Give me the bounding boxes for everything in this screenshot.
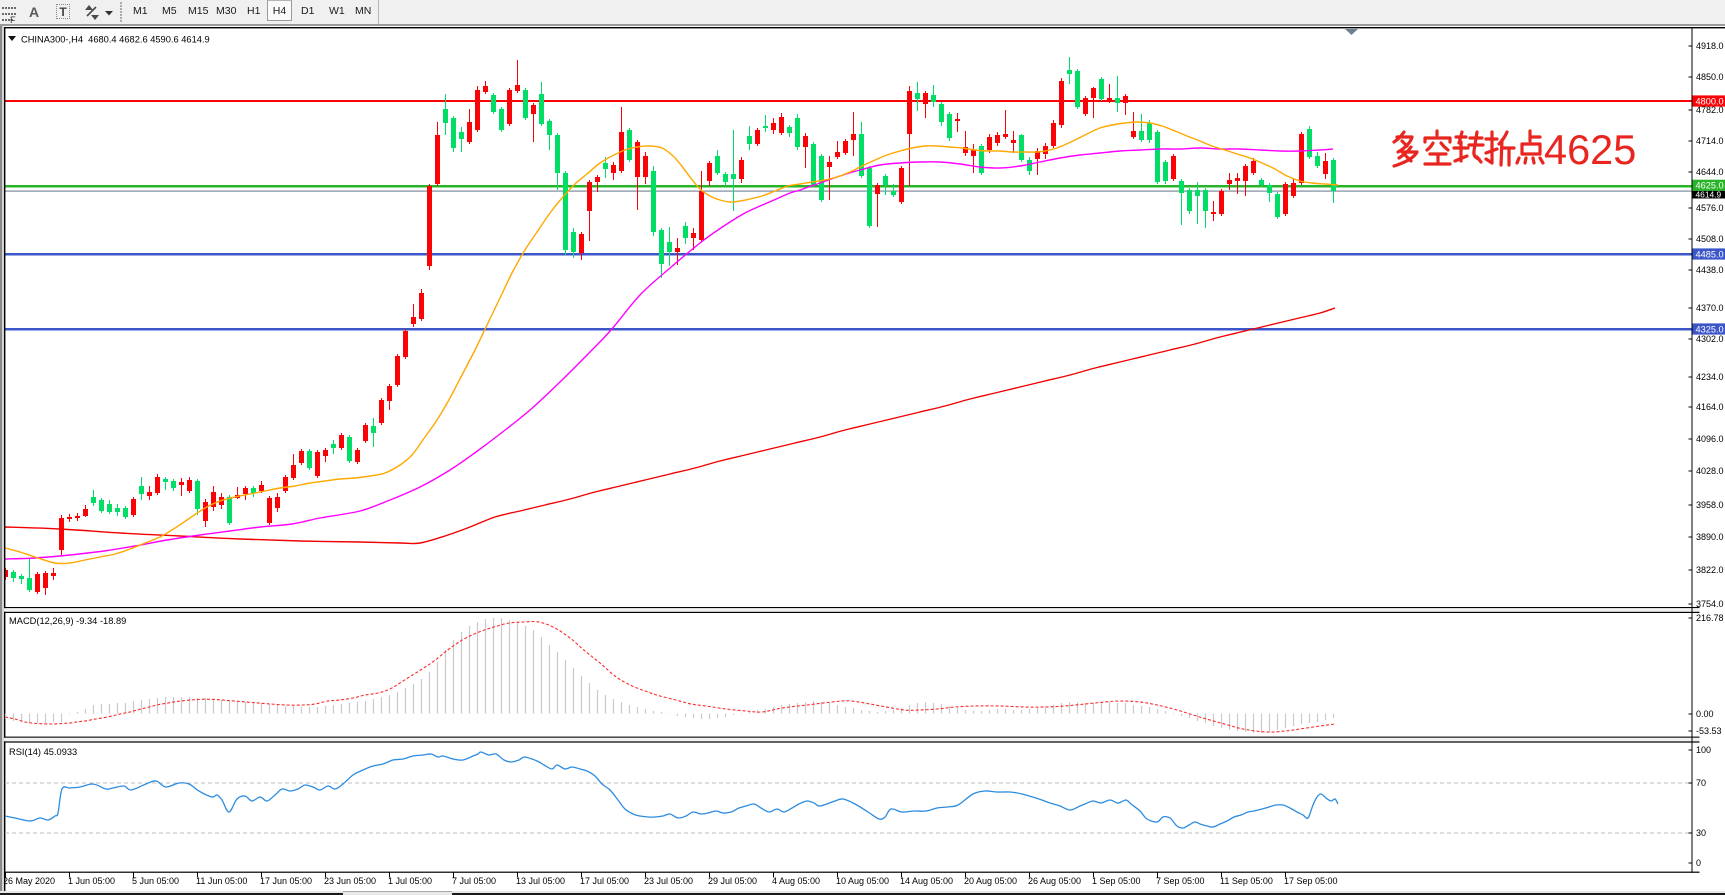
- svg-text:4508.0: 4508.0: [1696, 234, 1724, 244]
- svg-text:4576.0: 4576.0: [1696, 203, 1724, 213]
- svg-text:3822.0: 3822.0: [1696, 565, 1724, 575]
- svg-text:17 Jun 05:00: 17 Jun 05:00: [260, 876, 312, 886]
- svg-text:4782.0: 4782.0: [1696, 105, 1724, 115]
- svg-text:14 Aug 05:00: 14 Aug 05:00: [900, 876, 953, 886]
- svg-text:-53.53: -53.53: [1696, 726, 1722, 736]
- svg-text:10 Aug 05:00: 10 Aug 05:00: [836, 876, 889, 886]
- svg-text:4800.0: 4800.0: [1696, 96, 1724, 106]
- svg-text:11 Jun 05:00: 11 Jun 05:00: [196, 876, 247, 886]
- svg-text:70: 70: [1696, 778, 1706, 788]
- svg-text:5 Jun 05:00: 5 Jun 05:00: [132, 876, 179, 886]
- svg-text:17 Sep 05:00: 17 Sep 05:00: [1284, 876, 1338, 886]
- svg-text:100: 100: [1696, 745, 1711, 755]
- svg-text:CHINA300-,H4 4680.4 4682.6 45: CHINA300-,H4 4680.4 4682.6 4590.6 4614.9: [21, 35, 210, 45]
- svg-text:4164.0: 4164.0: [1696, 402, 1724, 412]
- svg-text:4028.0: 4028.0: [1696, 466, 1724, 476]
- svg-text:4438.0: 4438.0: [1696, 265, 1724, 275]
- svg-text:4325.0: 4325.0: [1696, 324, 1724, 334]
- svg-text:29 Jul 05:00: 29 Jul 05:00: [708, 876, 757, 886]
- svg-text:13 Jul 05:00: 13 Jul 05:00: [516, 876, 565, 886]
- svg-text:17 Jul 05:00: 17 Jul 05:00: [580, 876, 629, 886]
- svg-text:4370.0: 4370.0: [1696, 303, 1724, 313]
- svg-text:4234.0: 4234.0: [1696, 372, 1724, 382]
- svg-text:4918.0: 4918.0: [1696, 41, 1724, 51]
- svg-text:4644.0: 4644.0: [1696, 167, 1724, 177]
- svg-text:1 Jul 05:00: 1 Jul 05:00: [388, 876, 432, 886]
- svg-text:7 Jul 05:00: 7 Jul 05:00: [452, 876, 496, 886]
- svg-text:4714.0: 4714.0: [1696, 136, 1724, 146]
- svg-text:4625.0: 4625.0: [1696, 181, 1724, 191]
- svg-text:0.00: 0.00: [1696, 709, 1714, 719]
- svg-text:3890.0: 3890.0: [1696, 532, 1724, 542]
- svg-text:3958.0: 3958.0: [1696, 500, 1724, 510]
- svg-text:F: F: [10, 15, 16, 24]
- svg-text:26 May 2020: 26 May 2020: [3, 876, 55, 886]
- svg-text:4096.0: 4096.0: [1696, 434, 1724, 444]
- svg-text:1 Sep 05:00: 1 Sep 05:00: [1092, 876, 1141, 886]
- svg-text:3754.0: 3754.0: [1696, 599, 1724, 609]
- svg-text:216.78: 216.78: [1696, 613, 1724, 623]
- svg-text:20 Aug 05:00: 20 Aug 05:00: [964, 876, 1017, 886]
- svg-text:4302.0: 4302.0: [1696, 334, 1724, 344]
- svg-text:30: 30: [1696, 828, 1706, 838]
- svg-text:4614.9: 4614.9: [1696, 190, 1722, 200]
- svg-text:7 Sep 05:00: 7 Sep 05:00: [1156, 876, 1205, 886]
- svg-text:4485.0: 4485.0: [1696, 249, 1724, 259]
- svg-text:4 Aug 05:00: 4 Aug 05:00: [772, 876, 820, 886]
- svg-text:26 Aug 05:00: 26 Aug 05:00: [1028, 876, 1081, 886]
- svg-text:23 Jul 05:00: 23 Jul 05:00: [644, 876, 693, 886]
- svg-text:4625: 4625: [1544, 126, 1636, 173]
- svg-text:11 Sep 05:00: 11 Sep 05:00: [1220, 876, 1273, 886]
- svg-text:4850.0: 4850.0: [1696, 72, 1724, 82]
- svg-text:MACD(12,26,9) -9.34 -18.89: MACD(12,26,9) -9.34 -18.89: [9, 616, 126, 626]
- svg-text:23 Jun 05:00: 23 Jun 05:00: [324, 876, 376, 886]
- svg-text:1 Jun 05:00: 1 Jun 05:00: [68, 876, 115, 886]
- svg-text:0: 0: [1696, 858, 1701, 868]
- svg-text:RSI(14) 45.0933: RSI(14) 45.0933: [9, 747, 77, 757]
